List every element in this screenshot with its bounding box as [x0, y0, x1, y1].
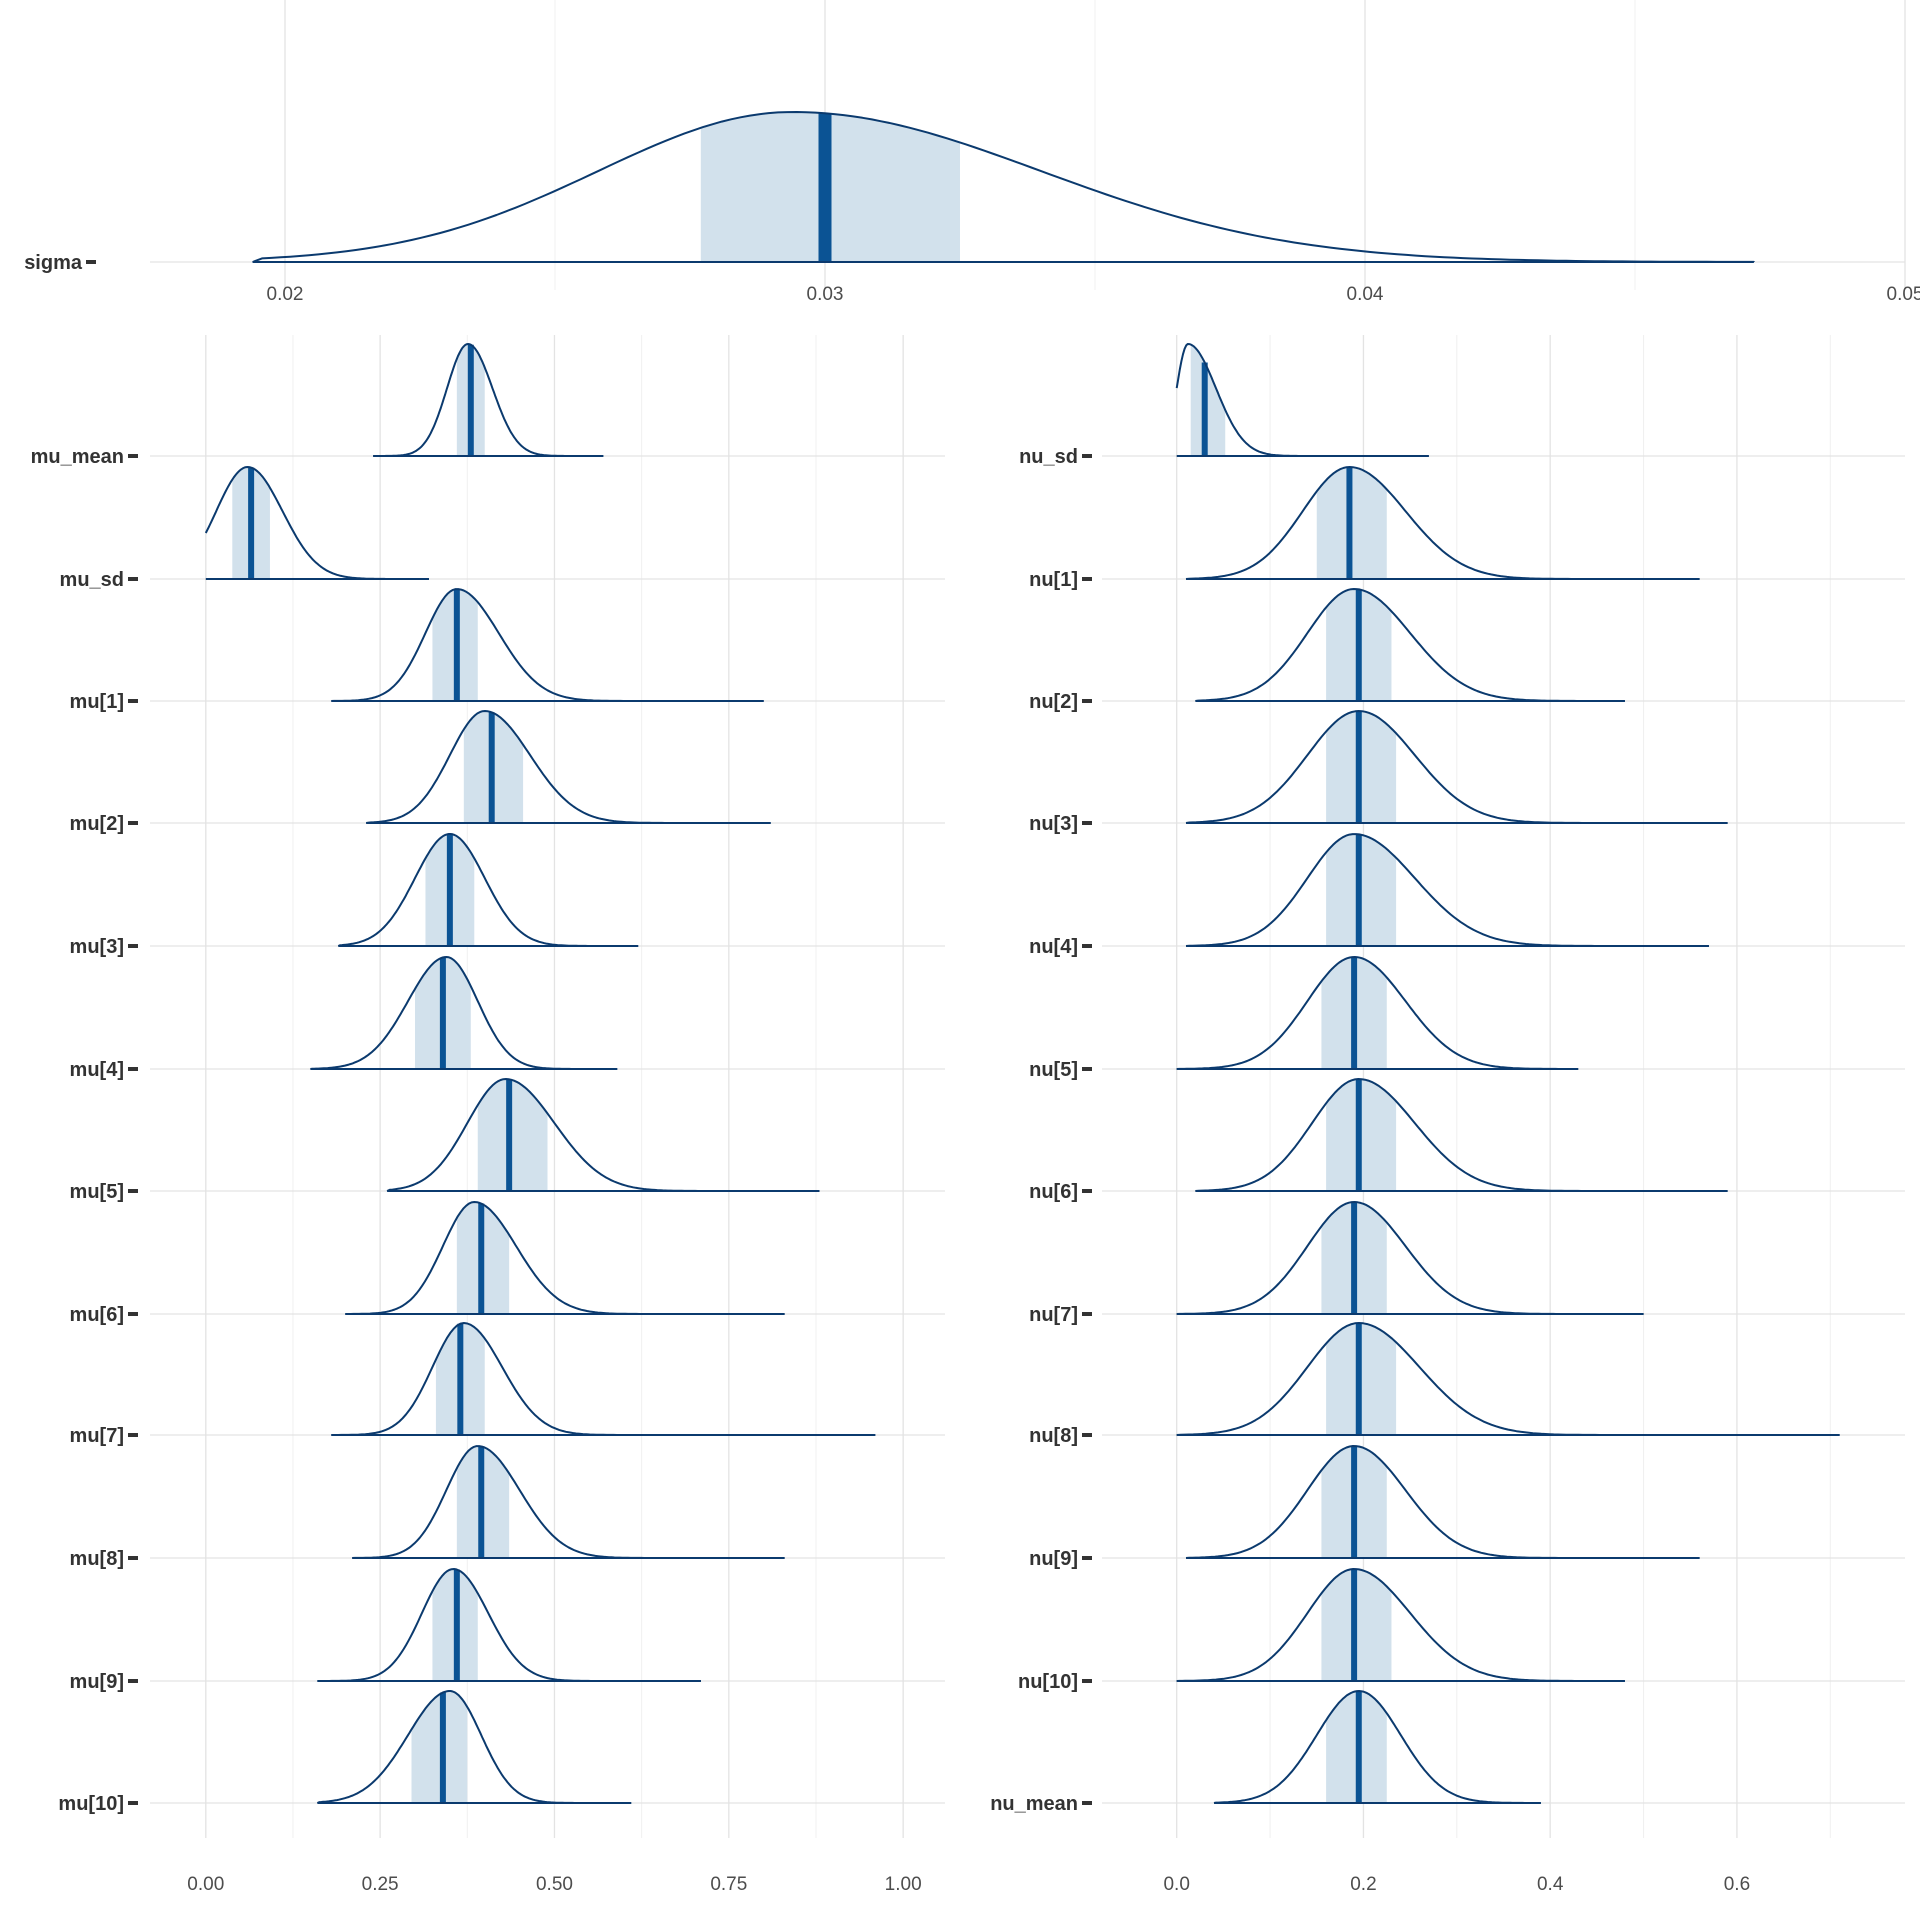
- density-curve: [1213, 1690, 1541, 1804]
- x-tick-label: 0.02: [267, 284, 304, 305]
- parameter-label: mu[9]: [70, 1671, 124, 1693]
- parameter-label: nu[4]: [1029, 936, 1078, 958]
- parameter-label: nu[1]: [1029, 569, 1078, 591]
- parameter-label: nu[9]: [1029, 1548, 1078, 1570]
- parameter-label: nu_sd: [1019, 446, 1078, 468]
- density-curve: [252, 111, 1755, 263]
- density-curve: [1195, 588, 1625, 702]
- x-tick-label: 0.2: [1350, 1874, 1376, 1895]
- parameter-label: mu[7]: [70, 1425, 124, 1447]
- parameter-label: nu[5]: [1029, 1059, 1078, 1081]
- parameter-label: mu_sd: [60, 569, 124, 591]
- parameter-label: nu[8]: [1029, 1425, 1078, 1447]
- x-tick-label: 1.00: [885, 1874, 922, 1895]
- parameter-label: nu[10]: [1018, 1671, 1078, 1693]
- density-curve: [331, 588, 764, 702]
- nu-panel: 0.0 0.2 0.4 0.6 nu_sd nu[1] nu[2] nu[3] nu[4] nu[…: [990, 335, 1905, 1895]
- density-curve: [337, 833, 639, 947]
- density-curve: [345, 1201, 785, 1315]
- parameter-label: mu[5]: [70, 1181, 124, 1203]
- density-curve: [1185, 466, 1700, 580]
- density-curve: [1176, 956, 1579, 1070]
- mu-panel: 0.00 0.25 0.50 0.75 1.00 mu_mean mu_sd mu[1] mu[…: [31, 335, 945, 1895]
- parameter-label: nu_mean: [990, 1793, 1078, 1815]
- density-curve: [316, 1690, 632, 1804]
- density-curve: [1176, 1201, 1644, 1315]
- x-tick-label: 0.0: [1163, 1874, 1189, 1895]
- parameter-label: mu[2]: [70, 813, 124, 835]
- density-curve: [1176, 1568, 1625, 1682]
- parameter-label: mu[8]: [70, 1548, 124, 1570]
- density-curve: [386, 1078, 820, 1192]
- parameter-label: mu[10]: [58, 1793, 124, 1815]
- density-curve: [317, 1568, 701, 1682]
- x-tick-label: 0.00: [187, 1874, 224, 1895]
- parameter-label: nu[6]: [1029, 1181, 1078, 1203]
- x-tick-label: 0.6: [1724, 1874, 1750, 1895]
- x-tick-label: 0.03: [807, 284, 844, 305]
- parameter-label: mu[3]: [70, 936, 124, 958]
- parameter-label: mu[1]: [70, 691, 124, 713]
- density-curve: [1195, 1078, 1728, 1192]
- density-curve: [352, 1445, 785, 1559]
- x-tick-label: 0.25: [362, 1874, 399, 1895]
- parameter-label: nu[2]: [1029, 691, 1078, 713]
- parameter-label: mu[6]: [70, 1304, 124, 1326]
- x-tick-label: 0.05: [1887, 284, 1920, 305]
- parameter-label: sigma: [24, 252, 83, 274]
- density-curve: [331, 1322, 876, 1436]
- x-tick-label: 0.4: [1537, 1874, 1564, 1895]
- credible-interval-band: [1190, 344, 1226, 456]
- x-tick-label: 0.50: [536, 1874, 573, 1895]
- parameter-label: nu[3]: [1029, 813, 1078, 835]
- density-curve: [1185, 1445, 1700, 1559]
- x-tick-label: 0.04: [1347, 284, 1384, 305]
- density-curve: [1176, 1322, 1840, 1436]
- parameter-label: mu_mean: [31, 446, 124, 468]
- parameter-label: nu[7]: [1029, 1304, 1078, 1326]
- credible-interval-band: [477, 1079, 548, 1191]
- sigma-panel: 0.02 0.03 0.04 0.05 sigma: [24, 0, 1920, 305]
- density-curve: [1185, 833, 1709, 947]
- density-curve: [373, 343, 604, 457]
- parameter-label: mu[4]: [70, 1059, 124, 1081]
- credible-interval-band: [411, 1691, 468, 1803]
- x-tick-label: 0.75: [710, 1874, 747, 1895]
- density-curve: [366, 710, 771, 824]
